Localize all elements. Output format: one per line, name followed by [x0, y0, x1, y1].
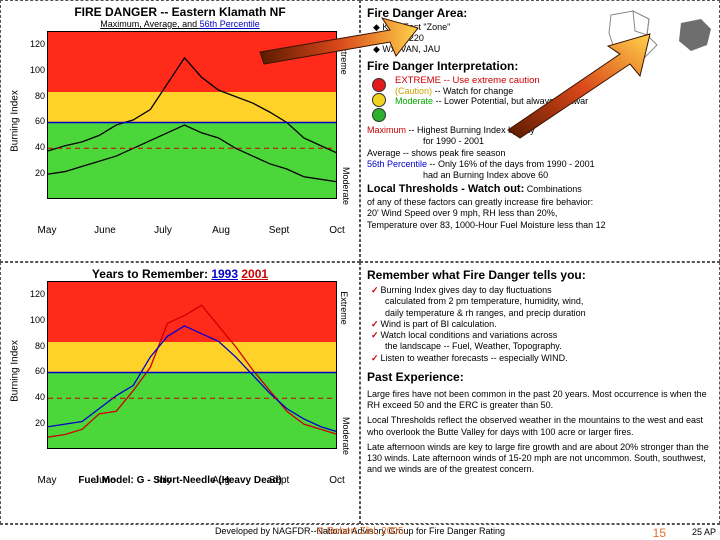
right-label-extreme-b: Extreme [339, 291, 349, 325]
check-item: Watch local conditions and variations ac… [371, 330, 713, 341]
past-p2: Local Thresholds reflect the observed we… [367, 415, 713, 438]
plot-area-bottom: YELLOW REFUGE Corner [47, 281, 337, 449]
check-item: Burning Index gives day to day fluctuati… [371, 285, 713, 296]
light-red [372, 78, 386, 92]
remember-checks: Burning Index gives day to day fluctuati… [371, 285, 713, 364]
fire-arrow-map [500, 30, 660, 140]
y-axis-label: Burning Index [10, 90, 21, 152]
check-subline: the landscape -- Fuel, Weather, Topograp… [383, 341, 713, 352]
chart-title-bottom: Years to Remember: 1993 2001 [7, 267, 353, 281]
past-experience-title: Past Experience: [367, 370, 713, 385]
remember-title: Remember what Fire Danger tells you: [367, 268, 713, 283]
date-right: 25 AP [692, 527, 716, 537]
past-p3: Late afternoon winds are key to large fi… [367, 442, 713, 476]
check-subline: daily temperature & rh ranges, and preci… [383, 308, 713, 319]
slide-number: 15 [653, 526, 666, 540]
check-item: Listen to weather forecasts -- especiall… [371, 353, 713, 364]
panel-bottom-right-info: Remember what Fire Danger tells you: Bur… [360, 262, 720, 524]
traffic-light-icon [369, 77, 389, 123]
check-subline: calculated from 2 pm temperature, humidi… [383, 296, 713, 307]
chart-bottom: Burning Index Extreme Moderate 204060801… [29, 281, 349, 461]
fuel-model-line: Fuel Model: G - Short-Needle (Heavy Dead… [7, 475, 353, 486]
local-thresholds: Local Thresholds - Watch out: Combinatio… [367, 183, 713, 231]
panel-bottom-left-chart: Years to Remember: 1993 2001 Burning Ind… [0, 262, 360, 524]
footer: © Robert Ziel, 2005 15 25 AP Developed b… [0, 524, 720, 540]
light-yellow [372, 93, 386, 107]
right-label-moderate-b: Moderate [341, 417, 351, 455]
y-ticks: 20406080100120 [27, 31, 45, 199]
copyright-note: © Robert Ziel, 2005 [317, 526, 404, 537]
light-green [372, 108, 386, 122]
check-item: Wind is part of BI calculation. [371, 319, 713, 330]
fire-arrow-top [250, 12, 420, 72]
y-ticks-b: 20406080100120 [27, 281, 45, 449]
past-p1: Large fires have not been common in the … [367, 389, 713, 412]
y-axis-label-b: Burning Index [10, 340, 21, 402]
right-label-moderate: Moderate [341, 167, 351, 205]
